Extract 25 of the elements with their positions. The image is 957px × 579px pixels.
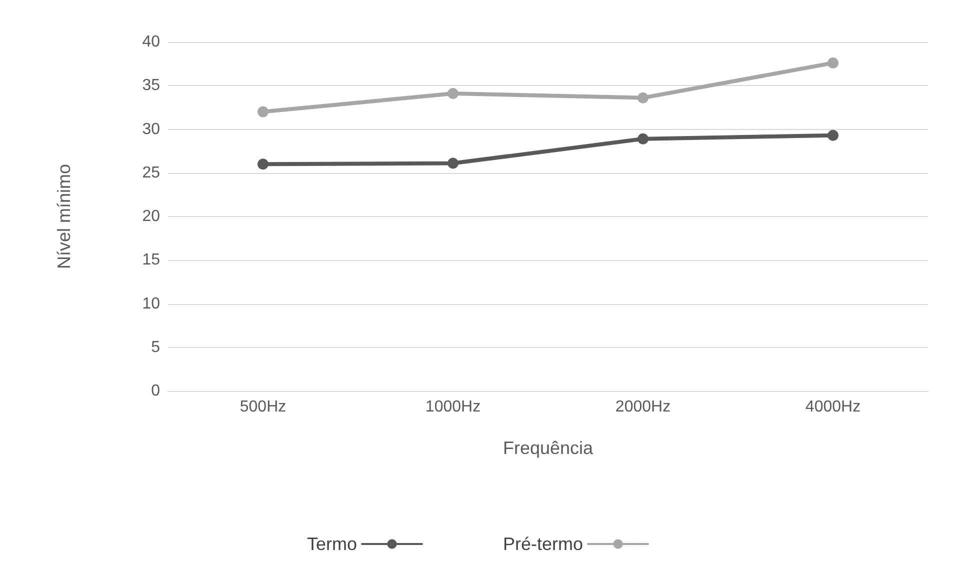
x-tick-label: 1000Hz <box>425 398 481 416</box>
legend-label: Pré-termo <box>502 534 584 554</box>
y-tick-label: 15 <box>142 252 160 269</box>
y-tick-label: 25 <box>142 164 160 182</box>
legend-label: Termo <box>306 534 357 554</box>
y-tick-label: 20 <box>142 208 160 225</box>
point <box>448 158 458 169</box>
y-tick-label: 0 <box>151 382 160 400</box>
x-tick-label: 2000Hz <box>615 398 671 416</box>
y-tick-label: 5 <box>151 338 160 356</box>
point <box>828 130 838 141</box>
point <box>638 133 648 144</box>
x-tick-label: 4000Hz <box>805 398 861 416</box>
y-tick-label: 30 <box>142 120 160 138</box>
point <box>258 106 268 118</box>
y-tick-label: 35 <box>142 77 160 94</box>
x-tick-label: 500Hz <box>240 398 286 416</box>
y-tick-label: 10 <box>142 295 160 312</box>
y-axis-title: Nível mínimo <box>54 164 74 270</box>
point <box>638 92 648 104</box>
point <box>448 88 458 99</box>
y-tick-label: 40 <box>142 34 160 50</box>
point <box>828 57 838 68</box>
point <box>258 158 268 170</box>
x-axis-title: Frequência <box>502 438 594 458</box>
